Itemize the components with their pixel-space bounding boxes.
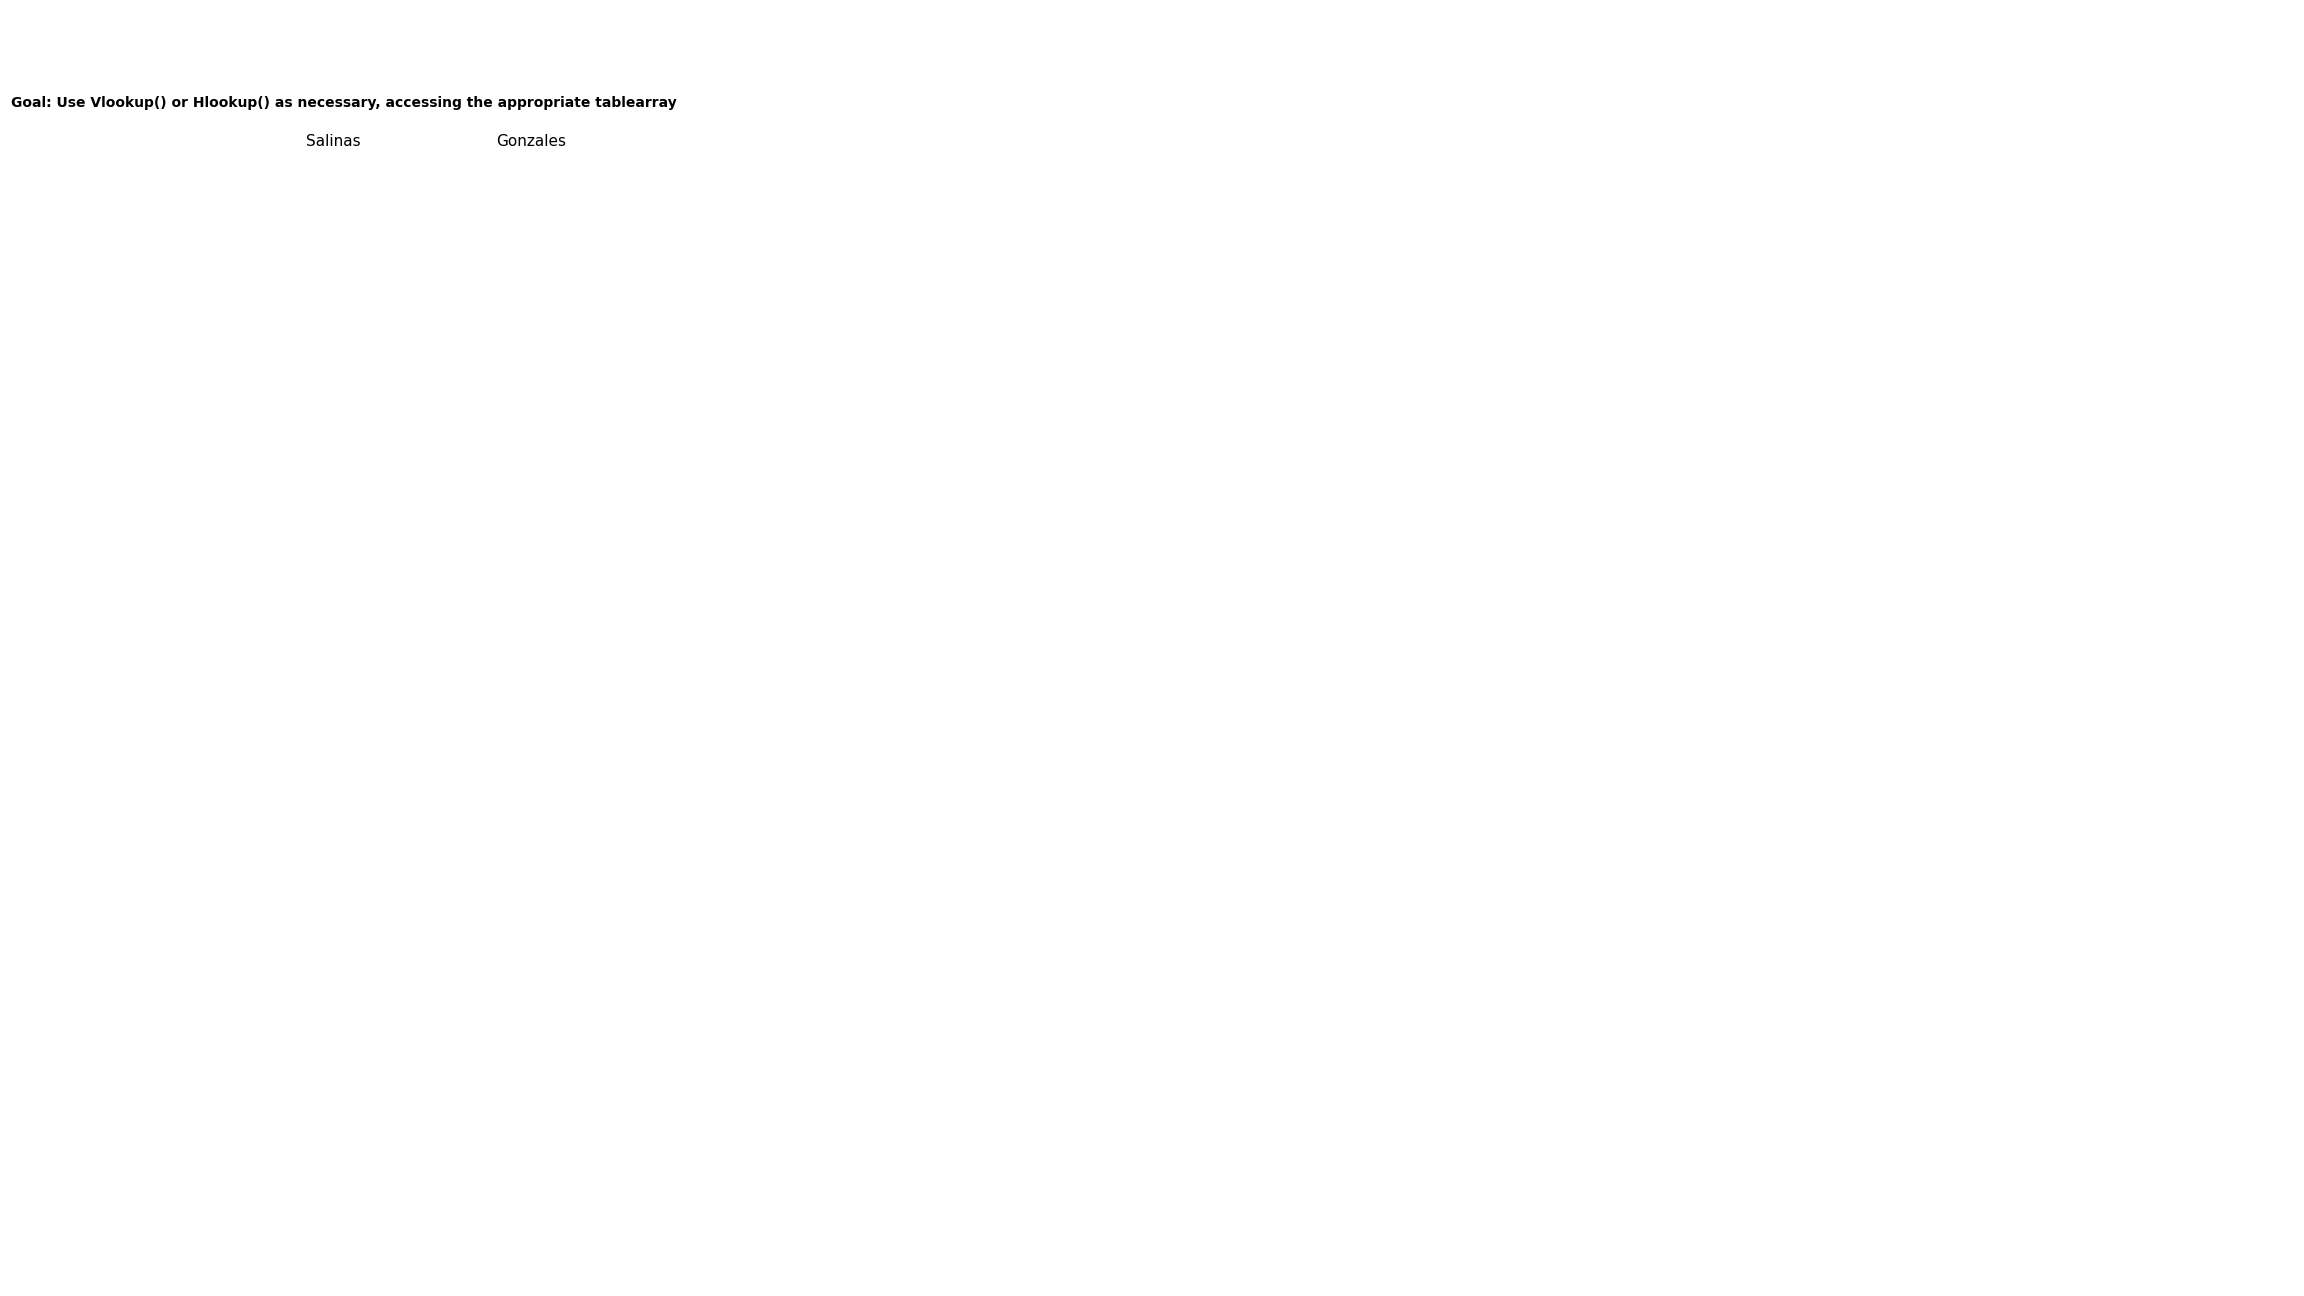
Text: Sales Tax:: Sales Tax:: [14, 165, 92, 178]
Text: Median Household Income in 2021
dollars, 2017-2021: Median Household Income in 2021 dollars,…: [14, 362, 283, 393]
Text: Persons without health insurance, under
age 65: Persons without health insurance, under …: [14, 307, 334, 338]
Text: Persons in Poverty: Persons in Poverty: [14, 411, 161, 425]
Text: Median Gross Rent 2017-2021: Median Gross Rent 2017-2021: [14, 275, 249, 289]
Text: Appx Pop: Appx Pop: [14, 193, 88, 207]
Text: City:: City:: [14, 135, 53, 149]
Text: Owner Occ Housing Unit Rate 2017-
2021: Owner Occ Housing Unit Rate 2017- 2021: [14, 226, 293, 257]
Text: Poverty  Rating: Poverty Rating: [14, 439, 136, 454]
Text: Gonzales: Gonzales: [495, 135, 567, 149]
Text: Goal: Use Vlookup() or Hlookup() as necessary, accessing the appropriate tablear: Goal: Use Vlookup() or Hlookup() as nece…: [12, 96, 677, 110]
Text: Mini Report Comparing Two Different Monterey County Cities: Mini Report Comparing Two Different Mont…: [18, 32, 836, 56]
Text: Salinas: Salinas: [306, 135, 362, 149]
